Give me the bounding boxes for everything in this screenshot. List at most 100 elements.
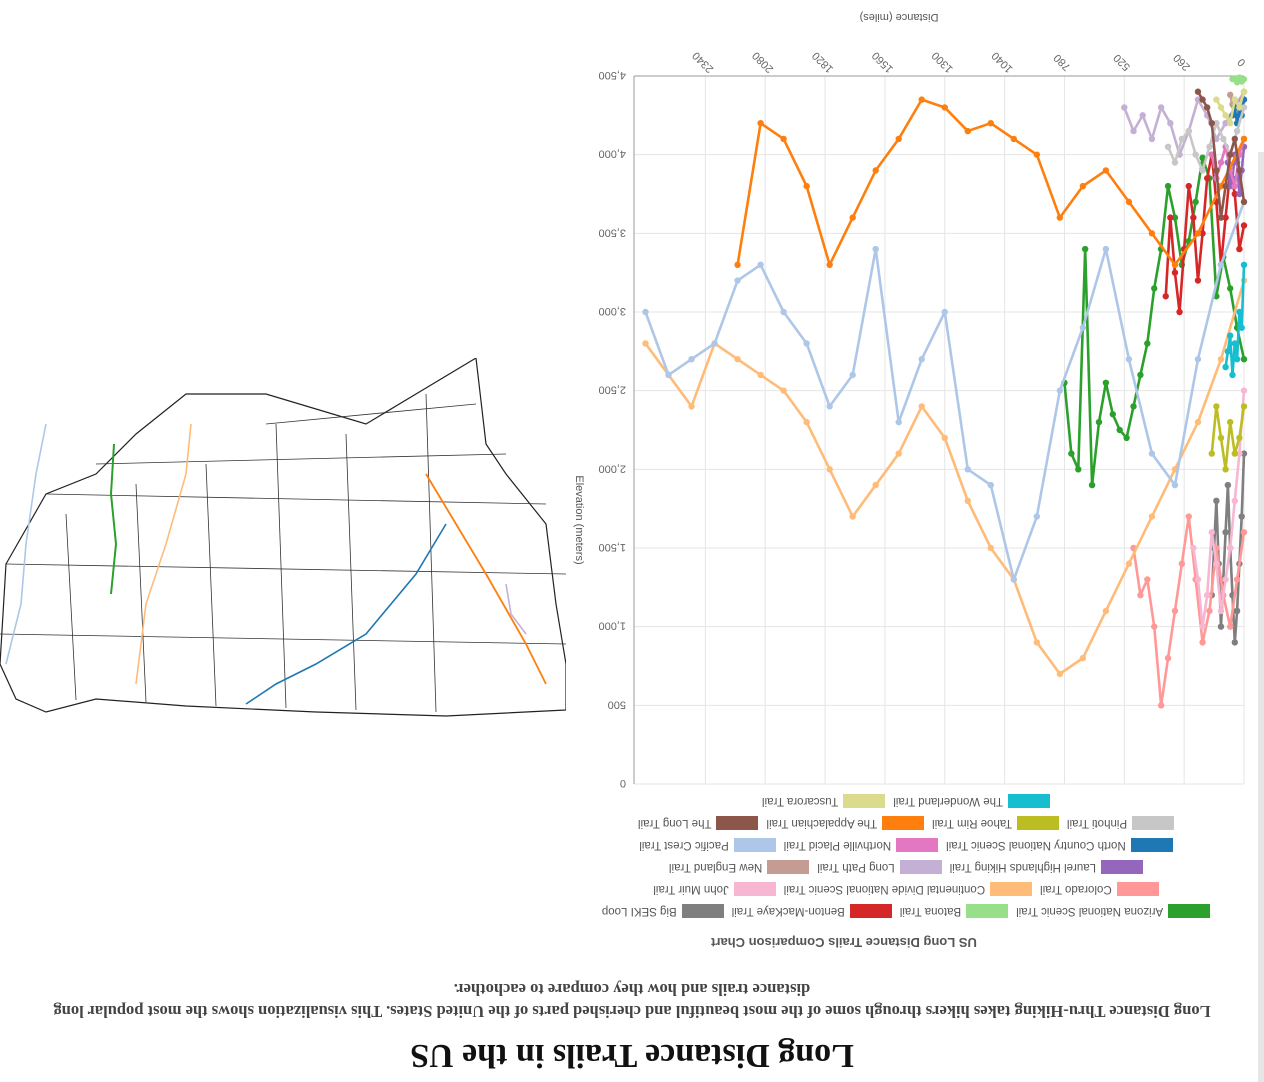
data-point	[1213, 135, 1220, 143]
legend-item[interactable]: Pacific Crest Trail	[639, 838, 776, 852]
legend-item[interactable]: North Country National Scenic Trail	[946, 838, 1173, 852]
legend-item[interactable]: The Wonderland Trail	[893, 794, 1050, 808]
us-outline	[0, 358, 566, 717]
legend-item[interactable]: Batona Trail	[900, 904, 1009, 918]
data-point	[1148, 135, 1156, 143]
data-point	[918, 356, 925, 363]
data-point	[1213, 560, 1220, 567]
data-point	[1056, 670, 1064, 678]
data-point	[780, 135, 787, 143]
legend-item[interactable]: New England Trail	[669, 860, 810, 874]
data-point	[826, 466, 833, 473]
data-point	[918, 403, 925, 410]
data-point	[1176, 308, 1183, 316]
legend-item[interactable]: Colorado Trail	[1040, 882, 1159, 896]
data-point	[1199, 230, 1206, 237]
data-point	[1079, 182, 1087, 190]
legend-item[interactable]: The Appalachian Trail	[766, 816, 925, 830]
data-point	[1190, 214, 1197, 221]
legend-item[interactable]: Arizona National Scenic Trail	[1016, 904, 1211, 918]
legend-item[interactable]: Continental Divide National Scenic Trail	[784, 882, 1033, 896]
legend-label: Northville Placid Trail	[783, 839, 892, 851]
data-point	[780, 308, 787, 316]
legend-item[interactable]: The Long Trail	[638, 816, 759, 830]
data-point	[1033, 639, 1041, 646]
legend-swatch	[1130, 838, 1173, 852]
data-point	[1148, 230, 1156, 237]
data-point	[1213, 167, 1220, 174]
data-point	[1233, 127, 1241, 135]
data-point	[1222, 214, 1229, 221]
legend-label: Big SEKI Loop	[601, 905, 677, 917]
legend-row: Pinhoti Trail Tahoe Rim Trail The Appalach…	[586, 812, 1226, 834]
data-point	[1125, 356, 1133, 363]
data-point	[1123, 434, 1130, 442]
data-point	[1137, 592, 1144, 599]
x-tick-label: 1820	[810, 49, 836, 75]
legend-item[interactable]: Northville Placid Trail	[783, 838, 939, 852]
data-point	[964, 466, 971, 473]
x-axis-label: Distance (miles)	[860, 11, 939, 23]
data-point	[987, 544, 994, 552]
data-point	[1213, 497, 1220, 504]
trail-continental-divide-route	[135, 423, 192, 685]
elevation-chart: 0 500 1,000 1,500 2,000 2,500 3,000 3,500 4,000 4…	[573, 11, 1248, 789]
legend-item[interactable]: Long Path Trail	[817, 860, 942, 874]
data-point	[1194, 96, 1202, 103]
legend-item[interactable]: John Muir Trail	[653, 882, 776, 896]
data-point	[1075, 466, 1082, 473]
data-point	[1010, 576, 1018, 583]
data-point	[1226, 544, 1234, 552]
data-point	[1217, 607, 1225, 615]
data-point	[1167, 214, 1174, 221]
legend-label: Tahoe Rim Trail	[932, 817, 1012, 829]
data-point	[1213, 403, 1220, 410]
legend-label: Long Path Trail	[817, 861, 895, 873]
data-point	[1236, 104, 1243, 111]
data-point	[1224, 348, 1232, 355]
state-border	[345, 433, 357, 711]
data-point	[941, 434, 948, 442]
data-point	[1171, 261, 1179, 268]
data-point	[1240, 135, 1248, 143]
data-point	[1125, 560, 1133, 567]
data-point	[1233, 607, 1241, 615]
legend-item[interactable]: Benton-MacKaye Trail	[732, 904, 892, 918]
data-point	[1203, 175, 1211, 182]
data-point	[1171, 159, 1179, 166]
vertical-scrollbar[interactable]	[1258, 152, 1264, 1082]
data-point	[872, 481, 879, 489]
data-point	[1102, 167, 1110, 174]
legend-swatch	[1116, 882, 1159, 896]
legend-item[interactable]: Tahoe Rim Trail	[932, 816, 1059, 830]
data-point	[895, 418, 902, 426]
data-point	[1240, 450, 1248, 457]
legend-item[interactable]: Pinhoti Trail	[1067, 816, 1175, 830]
data-point	[1231, 190, 1238, 198]
y-tick-label: 2,000	[598, 462, 626, 474]
legend-swatch	[990, 882, 1033, 896]
data-point	[1226, 91, 1234, 99]
legend-row: North Country National Scenic Trail North…	[586, 834, 1226, 856]
data-point	[711, 340, 718, 347]
data-point	[1139, 112, 1146, 119]
legend-item[interactable]: Big SEKI Loop	[602, 904, 724, 918]
chart-title: US Long Distance Trails Comparison Chart	[711, 935, 977, 950]
legend-label: John Muir Trail	[653, 883, 729, 895]
data-point	[757, 120, 764, 127]
data-point	[1151, 285, 1158, 292]
data-point	[941, 308, 948, 316]
data-point	[1238, 513, 1245, 520]
state-border	[205, 463, 217, 707]
data-point	[1233, 576, 1241, 583]
y-tick-label: 3,000	[598, 305, 626, 317]
legend-label: North Country National Scenic Trail	[946, 839, 1126, 851]
data-point	[1217, 356, 1225, 363]
data-point	[1226, 285, 1234, 292]
legend-swatch	[733, 882, 776, 896]
data-point	[1203, 592, 1211, 599]
legend-item[interactable]: Tuscarora Trail	[762, 794, 886, 808]
x-tick-label: 0	[1235, 56, 1248, 69]
legend-item[interactable]: Laurel Highlands Hiking Trail	[950, 860, 1144, 874]
x-tick-label: 1560	[870, 49, 896, 75]
